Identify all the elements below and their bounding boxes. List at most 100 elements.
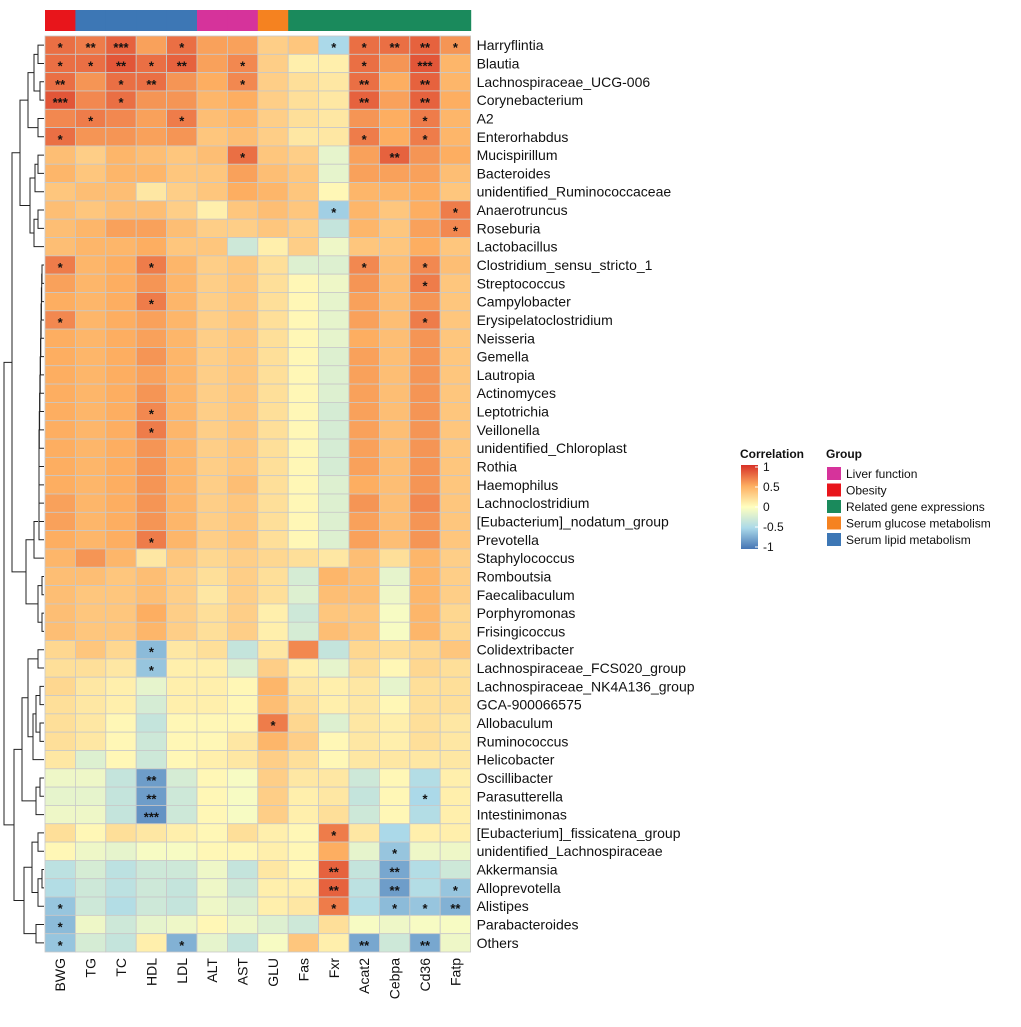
heatmap-cell: [105, 145, 137, 165]
heatmap-cell: [378, 218, 411, 238]
heatmap-cell: [318, 713, 350, 733]
significance-mark: *: [331, 205, 337, 220]
heatmap-cell: [257, 347, 289, 367]
heatmap-cell: [409, 566, 441, 587]
heatmap-cell: [257, 365, 289, 385]
heatmap-cell: [44, 768, 76, 788]
heatmap-cell: [409, 768, 441, 788]
heatmap-cell: [257, 658, 289, 678]
heatmap-cell: [318, 841, 350, 861]
heatmap-cell: [226, 731, 259, 751]
heatmap-cell: [439, 585, 472, 605]
heatmap-cell: [348, 493, 380, 513]
row-label: Clostridium_sensu_stricto_1: [477, 257, 653, 273]
heatmap-cell: [44, 823, 76, 843]
heatmap-cell: [287, 475, 320, 495]
heatmap-cell: [409, 200, 441, 220]
heatmap-cell: [409, 347, 441, 367]
heatmap-cell: [409, 383, 441, 403]
heatmap-cell: [378, 566, 411, 587]
heatmap-cell: [348, 640, 380, 660]
heatmap-cell: [105, 456, 137, 477]
heatmap-cell: [287, 640, 320, 660]
row-label: Haemophilus: [477, 477, 559, 493]
heatmap-cell: [348, 731, 380, 751]
heatmap-cell: [287, 914, 320, 935]
heatmap-cell: [318, 127, 350, 147]
heatmap-cell: [439, 53, 472, 74]
heatmap-cell: [135, 585, 167, 605]
significance-mark: **: [359, 95, 370, 110]
heatmap-cell: [378, 365, 411, 385]
heatmap-cell: [75, 713, 107, 733]
heatmap-cell: [226, 566, 259, 587]
heatmap-cell: [75, 493, 107, 513]
heatmap-cell: [196, 72, 228, 92]
dendrogram-branch: [38, 503, 44, 541]
heatmap-cell: [75, 292, 107, 312]
heatmap-cell: [348, 182, 380, 202]
heatmap-cell: [226, 786, 259, 806]
heatmap-cell: [378, 127, 411, 147]
heatmap-cell: [318, 805, 350, 825]
heatmap-cell: [348, 658, 380, 678]
heatmap-cell: [196, 585, 228, 605]
heatmap-cell: [105, 860, 137, 880]
heatmap-cell: [75, 383, 107, 403]
heatmap-cell: [135, 347, 167, 367]
group-legend-label: Related gene expressions: [846, 500, 985, 514]
heatmap-cell: [105, 511, 137, 532]
heatmap-cell: [257, 72, 289, 92]
row-dendrogram: [3, 44, 44, 944]
heatmap-cell: [257, 805, 289, 825]
heatmap-cell: [287, 383, 320, 403]
heatmap-cell: [318, 621, 350, 641]
heatmap-cell: [196, 401, 228, 422]
significance-mark: **: [390, 150, 401, 165]
heatmap-cell: [196, 786, 228, 806]
group-bar-cell: [166, 10, 198, 31]
heatmap-cell: [105, 548, 137, 568]
dendrogram-branch: [39, 81, 44, 101]
heatmap-cell: [44, 805, 76, 825]
heatmap-cell: [439, 163, 472, 183]
significance-mark: *: [453, 223, 459, 238]
heatmap-cell: [75, 768, 107, 788]
heatmap-cell: [166, 90, 198, 110]
heatmap-cell: [226, 218, 259, 238]
heatmap-cell: [439, 621, 472, 641]
heatmap-cell: [166, 127, 198, 147]
significance-mark: **: [177, 58, 188, 73]
heatmap-cell: [226, 365, 259, 385]
heatmap-cell: [257, 108, 289, 128]
significance-mark: **: [420, 40, 431, 55]
heatmap-cell: [348, 420, 380, 440]
heatmap-cell: [318, 493, 350, 513]
heatmap-cell: [287, 731, 320, 751]
heatmap-cell: [226, 182, 259, 202]
significance-mark: *: [422, 132, 428, 147]
dendrogram-branch: [21, 697, 36, 802]
heatmap-cell: [318, 438, 350, 458]
significance-mark: *: [149, 425, 155, 440]
heatmap-cell: [348, 841, 380, 861]
row-label: Harryflintia: [477, 37, 544, 53]
heatmap-cell: [166, 511, 198, 532]
heatmap-cell: [287, 72, 320, 92]
heatmap-cell: [135, 475, 167, 495]
heatmap-cell: [439, 365, 472, 385]
heatmap-cell: [348, 456, 380, 477]
heatmap-cell: [44, 603, 76, 623]
group-legend-swatch: [827, 500, 841, 513]
significance-mark: *: [149, 58, 155, 73]
heatmap-cell: [409, 860, 441, 880]
dendrogram-branch: [41, 612, 44, 632]
heatmap-cell: [409, 292, 441, 312]
row-label: Parasutterella: [477, 788, 564, 804]
heatmap-cell: [105, 127, 137, 147]
row-label: Erysipelatoclostridium: [477, 312, 613, 328]
heatmap-cell: [287, 585, 320, 605]
heatmap-cell: [287, 182, 320, 202]
heatmap-cell: [226, 292, 259, 312]
significance-mark: **: [86, 40, 97, 55]
